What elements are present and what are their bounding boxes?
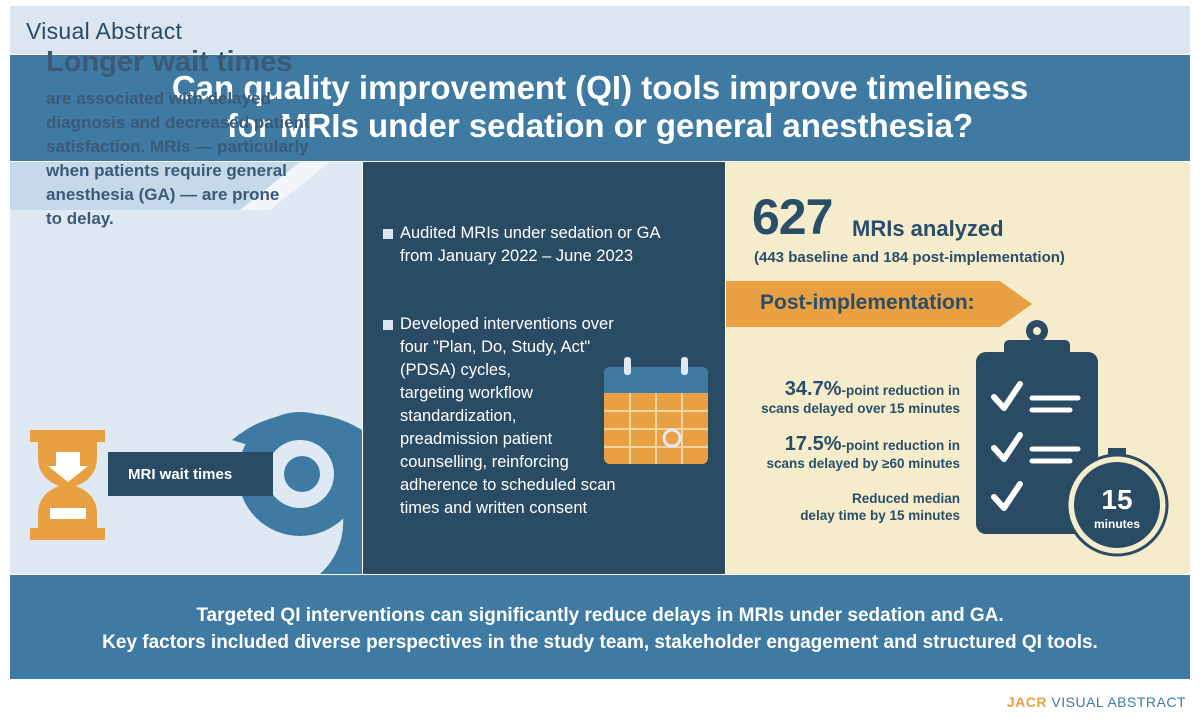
left-text-line: are associated with delayed <box>46 89 271 108</box>
calendar-icon <box>604 357 708 464</box>
bullet2-line: adherence to scheduled scan <box>400 476 616 494</box>
bullet1-line: Audited MRIs under sedation or GA <box>400 224 661 242</box>
stat-pct: 17.5% <box>784 433 842 455</box>
left-title: Longer wait times <box>46 46 293 78</box>
stat-rest: -point reduction in <box>841 383 960 398</box>
brand-visual-abstract: VISUAL ABSTRACT <box>1047 694 1186 710</box>
mri-count: 627 <box>752 189 833 245</box>
question-line-1: Can quality improvement (QI) tools impro… <box>171 69 1029 106</box>
hourglass-icon <box>30 430 105 540</box>
timer-value: 15 <box>1101 484 1133 515</box>
stat-line2: scans delayed over 15 minutes <box>761 401 960 416</box>
bullet1-line: from January 2022 – June 2023 <box>400 247 633 265</box>
stat-line2: scans delayed by ≥60 minutes <box>766 456 961 471</box>
banner-label: Visual Abstract <box>26 18 183 44</box>
stat-rest: -point reduction in <box>841 438 960 453</box>
stat-delay-60: 17.5%-point reduction in scans delayed b… <box>767 433 961 471</box>
conclusion: Targeted QI interventions can significan… <box>10 575 1190 679</box>
brand-jacr: JACR <box>1006 694 1048 710</box>
bullet2-line: (PDSA) cycles, <box>400 361 511 379</box>
bullet-marker <box>383 320 393 330</box>
bullet2-line: four "Plan, Do, Study, Act" <box>400 338 591 356</box>
left-text-line: to delay. <box>46 209 114 228</box>
bullet2-line: standardization, <box>400 407 517 425</box>
post-implementation-arrow <box>726 281 1032 327</box>
footer-brand: JACR VISUAL ABSTRACT <box>1007 694 1186 710</box>
conclusion-line-2: Key factors included diverse perspective… <box>102 632 1098 653</box>
left-text-line: satisfaction. MRIs — particularly <box>46 137 309 156</box>
left-text-line: diagnosis and decreased patient <box>46 113 310 132</box>
stat-pct: 34.7% <box>784 378 842 400</box>
banner: Visual Abstract <box>10 6 1190 54</box>
bullet2-line: targeting workflow <box>400 384 533 402</box>
corner-ribbon <box>10 162 300 210</box>
mri-scanner-icon <box>108 412 362 574</box>
bullet-marker <box>383 229 393 239</box>
question-line-2: for MRIs under sedation or general anest… <box>226 107 974 144</box>
header: Can quality improvement (QI) tools impro… <box>10 55 1190 161</box>
stat-line2: delay time by 15 minutes <box>800 508 960 523</box>
bullet2-line: Developed interventions over <box>400 315 614 333</box>
bullet2-line: counselling, reinforcing <box>400 453 569 471</box>
stopwatch-icon <box>1065 448 1169 557</box>
timer-unit: minutes <box>1093 517 1140 531</box>
stat-delay-15: 34.7%-point reduction in scans delayed o… <box>761 378 960 416</box>
stat-median-delay: Reduced median delay time by 15 minutes <box>800 490 960 523</box>
conclusion-line-1: Targeted QI interventions can significan… <box>196 605 1004 626</box>
mri-count-label: MRIs analyzed <box>852 216 1004 241</box>
bullet2-line: preadmission patient <box>400 430 553 448</box>
left-text-line: anesthesia (GA) — are prone <box>46 185 280 204</box>
mri-count-breakdown: (443 baseline and 184 post-implementatio… <box>754 249 1065 266</box>
mri-wait-times-label: MRI wait times <box>128 466 233 483</box>
bullet2-line: times and written consent <box>400 499 588 517</box>
clipboard-checklist-icon <box>976 320 1098 534</box>
post-implementation-label: Post-implementation: <box>760 291 975 314</box>
stat-rest: Reduced median <box>851 491 960 506</box>
left-text-line: when patients require general <box>46 161 287 180</box>
